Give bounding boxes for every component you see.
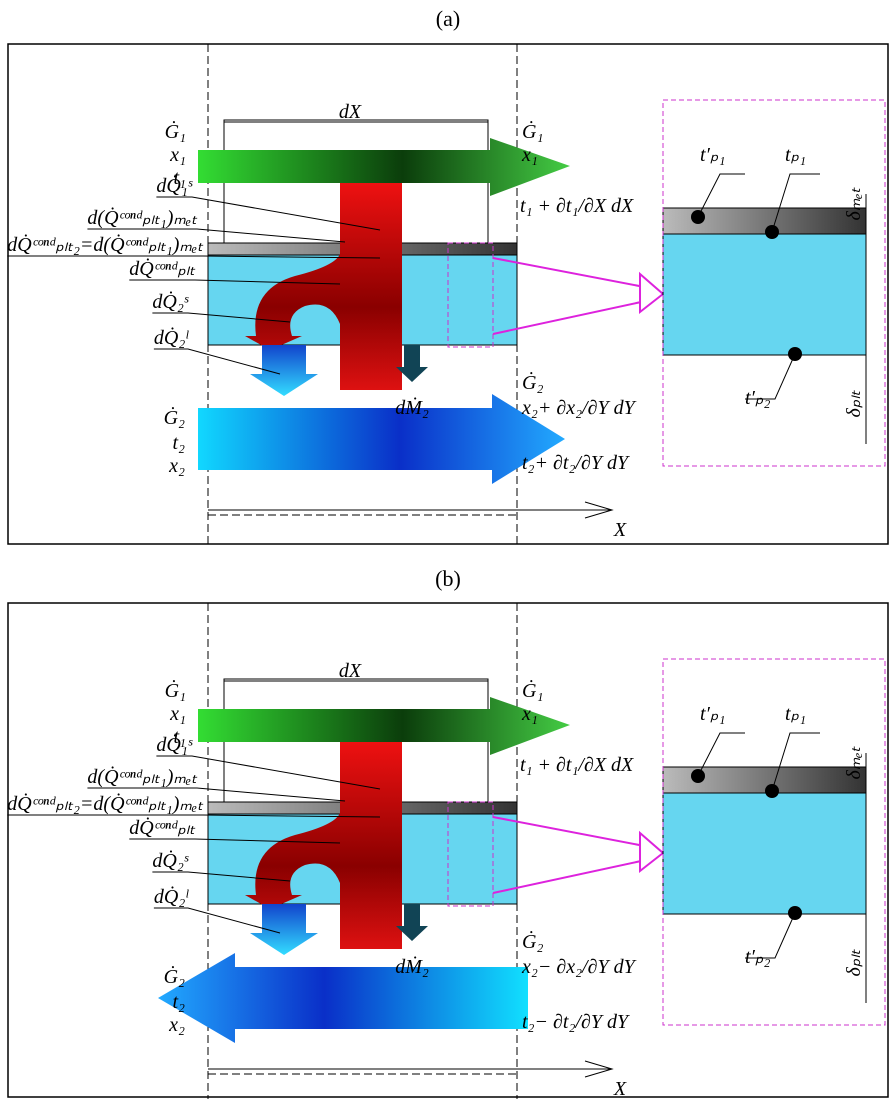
label: x₁: [169, 703, 186, 725]
label: dQ̇₂ˡ: [154, 326, 189, 349]
label: Ġ₂: [164, 965, 185, 988]
label: dX: [339, 660, 362, 682]
label: dQ̇ᶜᵒⁿᵈₚₗₜ: [129, 816, 196, 839]
label: dQ̇₁ˢ: [156, 733, 192, 756]
zoom-arrowhead: [640, 274, 663, 312]
label: Ġ₂: [522, 371, 543, 394]
label: dQ̇ᶜᵒⁿᵈₚₗₜ₂=d(Q̇ᶜᵒⁿᵈₚₗₜ₁)ₘₑₜ: [7, 233, 204, 256]
label: δₘₑₜ: [843, 745, 865, 779]
label: x₁: [521, 144, 538, 166]
label: dQ̇₁ˢ: [156, 174, 192, 197]
vapor-arrow: [250, 345, 318, 396]
label: x₂+ ∂x₂/∂Y dY: [521, 397, 637, 419]
label: x₂: [168, 1014, 185, 1036]
label: t₁ + ∂t₁/∂X dX: [520, 754, 634, 776]
label: dṀ₂: [395, 396, 429, 419]
label: x₁: [169, 144, 186, 166]
label: dQ̇ᶜᵒⁿᵈₚₗₜ: [129, 257, 196, 280]
flow-arrow-2: [198, 394, 565, 484]
panel-caption: (a): [436, 6, 460, 31]
label: X: [613, 519, 627, 541]
label: d(Q̇ᶜᵒⁿᵈₚₗₜ₁)ₘₑₜ: [87, 765, 198, 788]
label: t′ₚ₂: [745, 946, 770, 968]
label: Ġ₁: [522, 679, 543, 702]
label: Ġ₂: [522, 930, 543, 953]
label: dQ̇₂ˡ: [154, 885, 189, 908]
vapor-arrow: [250, 904, 318, 955]
label: dQ̇ᶜᵒⁿᵈₚₗₜ₂=d(Q̇ᶜᵒⁿᵈₚₗₜ₁)ₘₑₜ: [7, 792, 204, 815]
label: tₚ₁: [785, 703, 806, 725]
panel-caption: (b): [435, 566, 461, 591]
label: dQ̇₂ˢ: [152, 849, 188, 872]
label: x₁: [521, 703, 538, 725]
label: tₚ₁: [785, 144, 806, 166]
label: t₁ + ∂t₁/∂X dX: [520, 195, 634, 217]
label: t₂− ∂t₂/∂Y dY: [522, 1011, 630, 1033]
label: t₂: [172, 432, 185, 454]
inset-porous: [663, 234, 866, 355]
label: t′ₚ₁: [700, 144, 725, 166]
label: dṀ₂: [395, 955, 429, 978]
label: d(Q̇ᶜᵒⁿᵈₚₗₜ₁)ₘₑₜ: [87, 206, 198, 229]
label: Ġ₁: [165, 679, 186, 702]
label: dX: [339, 101, 362, 123]
flow-arrow-2: [158, 953, 528, 1043]
label: δₘₑₜ: [843, 186, 865, 220]
label: t′ₚ₂: [745, 387, 770, 409]
inset-porous: [663, 793, 866, 914]
zoom-arrowhead: [640, 833, 663, 871]
diagram: (a)dXĠ₁x₁t₁Ġ₁x₁t₁ + ∂t₁/∂X dXdQ̇₁ˢd(Q̇ᶜᵒ…: [0, 0, 896, 1099]
label: x₂− ∂x₂/∂Y dY: [521, 956, 637, 978]
label: δₚₗₜ: [843, 389, 865, 417]
label: δₚₗₜ: [843, 948, 865, 976]
label: Ġ₁: [522, 120, 543, 143]
leader-line: [154, 349, 280, 374]
label: x₂: [168, 455, 185, 477]
label: t′ₚ₁: [700, 703, 725, 725]
label: t₂: [172, 991, 185, 1013]
label: dQ̇₂ˢ: [152, 290, 188, 313]
label: Ġ₁: [165, 120, 186, 143]
label: X: [613, 1078, 627, 1099]
leader-line: [154, 908, 280, 933]
label: Ġ₂: [164, 406, 185, 429]
label: t₂+ ∂t₂/∂Y dY: [522, 452, 630, 474]
